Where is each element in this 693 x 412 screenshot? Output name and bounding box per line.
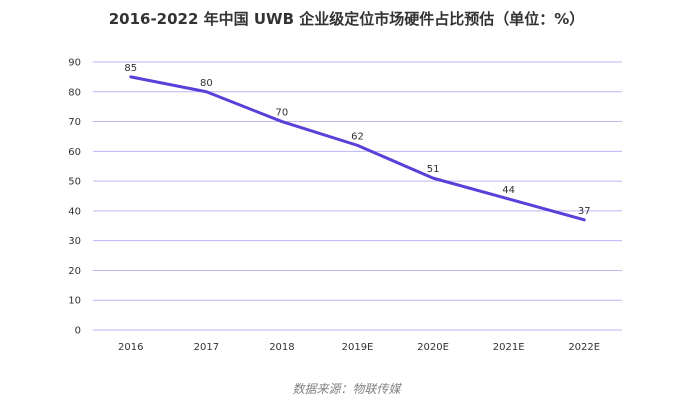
x-tick-label: 2021E — [493, 342, 525, 353]
series-line — [129, 75, 586, 222]
data-label: 70 — [276, 108, 289, 119]
source-note: 数据来源：物联传媒 — [292, 382, 401, 396]
y-tick-label: 60 — [68, 147, 81, 158]
y-tick-label: 50 — [68, 177, 81, 188]
y-tick-label: 30 — [68, 236, 81, 247]
data-label: 44 — [502, 185, 515, 196]
data-labels: 85 80 70 62 51 44 37 — [124, 63, 590, 217]
x-tick-label: 2020E — [417, 342, 449, 353]
data-label: 62 — [351, 131, 364, 142]
y-tick-label: 20 — [68, 266, 81, 277]
x-axis-ticks: 2016 2017 2018 2019E 2020E 2021E 2022E — [118, 342, 600, 353]
chart-title: 2016-2022 年中国 UWB 企业级定位市场硬件占比预估（单位：%） — [108, 10, 585, 28]
data-label: 80 — [200, 78, 213, 89]
x-tick-label: 2016 — [118, 342, 143, 353]
x-tick-label: 2018 — [269, 342, 294, 353]
series — [129, 75, 586, 222]
x-tick-label: 2022E — [568, 342, 600, 353]
x-tick-label: 2017 — [194, 342, 219, 353]
y-tick-label: 10 — [68, 296, 81, 307]
y-tick-label: 40 — [68, 206, 81, 217]
y-tick-label: 0 — [75, 326, 81, 337]
data-label: 37 — [578, 206, 591, 217]
y-tick-label: 80 — [68, 87, 81, 98]
y-tick-label: 70 — [68, 117, 81, 128]
data-label: 85 — [124, 63, 137, 74]
gridlines — [93, 61, 622, 331]
y-axis-ticks: 0 10 20 30 40 50 60 70 80 90 — [68, 58, 81, 337]
data-label: 51 — [427, 164, 440, 175]
y-tick-label: 90 — [68, 58, 81, 69]
x-tick-label: 2019E — [342, 342, 374, 353]
